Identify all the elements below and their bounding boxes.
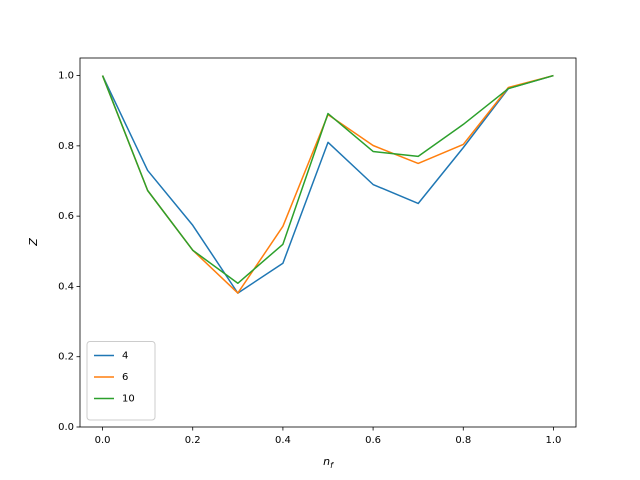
y-tick-label: 1.0 <box>58 71 74 82</box>
x-axis-label: nf <box>323 455 334 470</box>
y-tick-label: 0.8 <box>58 141 74 152</box>
legend-label: 10 <box>122 394 135 405</box>
plot-frame <box>79 57 577 428</box>
y-tick-label: 0.4 <box>58 281 74 292</box>
y-tick-label: 0.0 <box>58 422 74 433</box>
x-label-base: n <box>323 455 330 468</box>
x-tick-label: 0.8 <box>455 435 471 446</box>
y-tick-label: 0.6 <box>58 211 74 222</box>
x-tick-label: 0.0 <box>95 435 111 446</box>
legend-label: 4 <box>122 351 128 362</box>
x-label-subscript: f <box>330 461 334 470</box>
series-line <box>101 74 554 285</box>
x-tick-label: 0.4 <box>275 435 291 446</box>
x-tick-label: 0.2 <box>185 435 201 446</box>
series-line <box>101 74 554 294</box>
legend-box <box>86 341 156 421</box>
x-tick-label: 0.6 <box>365 435 381 446</box>
legend-label: 6 <box>122 372 128 383</box>
x-tick-label: 1.0 <box>546 435 562 446</box>
y-axis-label: Z <box>27 238 40 247</box>
y-tick-label: 0.2 <box>58 352 74 363</box>
